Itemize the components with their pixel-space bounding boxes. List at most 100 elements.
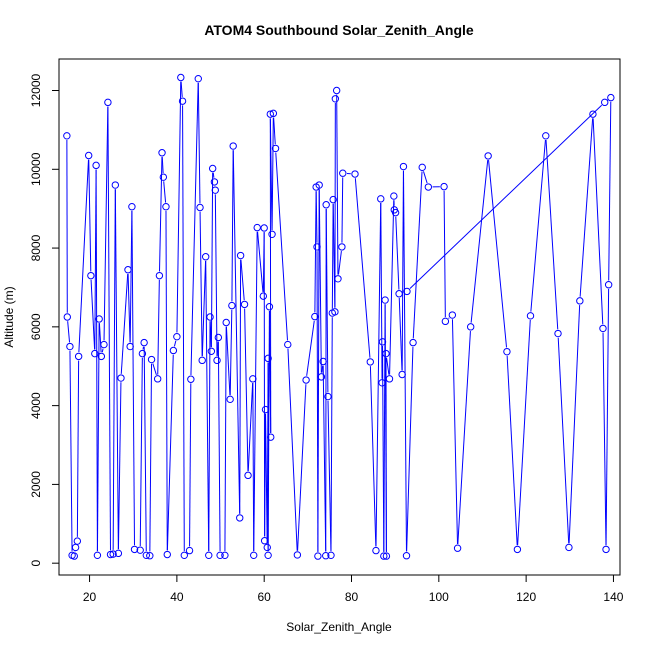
data-point bbox=[302, 376, 310, 384]
data-point bbox=[424, 183, 433, 191]
data-point bbox=[185, 546, 194, 555]
data-point bbox=[111, 181, 120, 189]
data-point bbox=[153, 375, 162, 383]
series-line-segment bbox=[88, 159, 92, 272]
data-point bbox=[136, 546, 144, 554]
series-line-segment bbox=[406, 346, 414, 552]
series-line-segment bbox=[129, 210, 133, 343]
series-line-segment bbox=[369, 366, 377, 547]
y-tick-label: 10000 bbox=[29, 152, 43, 186]
series-line-segment bbox=[423, 171, 428, 184]
series-line-segment bbox=[205, 260, 210, 552]
data-point bbox=[513, 545, 522, 554]
series-line-segment bbox=[253, 231, 258, 552]
data-point bbox=[240, 300, 249, 309]
data-point bbox=[211, 186, 219, 194]
series-line-segment bbox=[506, 355, 518, 546]
data-point bbox=[124, 266, 132, 274]
x-tick-label: 20 bbox=[83, 590, 97, 604]
data-point bbox=[380, 552, 388, 560]
series-line-segment bbox=[163, 181, 167, 203]
series-line-segment bbox=[579, 118, 594, 297]
data-point bbox=[210, 178, 219, 186]
data-point bbox=[381, 296, 389, 304]
series-line-segment bbox=[545, 139, 559, 330]
data-point bbox=[117, 374, 125, 382]
data-point bbox=[599, 324, 607, 333]
series-line-segment bbox=[451, 319, 458, 545]
series-line-segment bbox=[95, 169, 98, 552]
y-tick-label: 12000 bbox=[29, 74, 43, 108]
data-point bbox=[319, 357, 327, 366]
x-axis-label: Solar_Zenith_Angle bbox=[286, 620, 392, 634]
series-line-segment bbox=[90, 279, 96, 350]
series-points bbox=[63, 73, 615, 560]
series-line-segment bbox=[337, 250, 342, 275]
series-line-segment bbox=[273, 117, 276, 145]
data-point bbox=[284, 340, 292, 349]
data-point bbox=[264, 354, 272, 363]
data-point bbox=[503, 347, 511, 356]
data-point bbox=[332, 86, 341, 95]
data-point bbox=[173, 332, 181, 341]
series-line-segment bbox=[375, 203, 382, 547]
plot-area bbox=[63, 73, 615, 560]
data-point bbox=[263, 543, 271, 552]
data-point bbox=[155, 271, 164, 280]
data-point bbox=[261, 405, 270, 414]
series-line-segment bbox=[189, 383, 192, 547]
series-line-segment bbox=[271, 117, 274, 231]
data-point bbox=[207, 347, 216, 355]
data-point bbox=[114, 549, 123, 558]
data-point bbox=[228, 301, 236, 310]
data-point bbox=[253, 223, 261, 232]
data-point bbox=[213, 356, 221, 365]
series-line-segment bbox=[247, 383, 254, 472]
series-line-segment bbox=[314, 191, 317, 313]
data-point bbox=[187, 375, 195, 383]
y-tick-label: 0 bbox=[29, 560, 43, 567]
series-line-segment bbox=[330, 317, 333, 552]
series-line-segment bbox=[180, 81, 183, 97]
series-line-segment bbox=[448, 317, 450, 319]
series-line-segment bbox=[69, 350, 73, 552]
series-line-segment bbox=[557, 337, 570, 544]
series-line-segment bbox=[78, 159, 89, 353]
data-point bbox=[128, 203, 136, 211]
series-line-segment bbox=[608, 101, 612, 281]
data-point bbox=[250, 551, 258, 560]
data-point bbox=[329, 195, 337, 204]
series-line-segment bbox=[98, 323, 102, 353]
data-point bbox=[196, 203, 204, 212]
data-point bbox=[372, 546, 380, 555]
series-line-segment bbox=[443, 190, 446, 318]
data-point bbox=[322, 552, 330, 560]
series-line-segment bbox=[182, 105, 185, 552]
data-point bbox=[147, 355, 156, 364]
series-line-segment bbox=[380, 203, 383, 379]
x-axis: 20 40 60 80 100 120 140 bbox=[83, 575, 624, 604]
data-point bbox=[74, 352, 83, 361]
data-point bbox=[222, 318, 230, 327]
data-point bbox=[315, 181, 323, 189]
data-point bbox=[92, 161, 100, 170]
data-point bbox=[418, 163, 426, 172]
plot-frame bbox=[58, 58, 621, 576]
series-line-segment bbox=[321, 365, 324, 373]
series-line-segment bbox=[214, 194, 218, 357]
data-point bbox=[206, 313, 214, 321]
data-point bbox=[466, 323, 475, 331]
data-point bbox=[177, 73, 185, 82]
series-line-segment bbox=[149, 363, 153, 552]
series-line-segment bbox=[103, 106, 109, 341]
series-line-segment bbox=[217, 341, 221, 552]
data-point bbox=[104, 98, 112, 107]
data-point bbox=[604, 281, 613, 289]
y-tick-label: 2000 bbox=[29, 471, 43, 498]
data-point bbox=[293, 551, 302, 559]
series-line-segment bbox=[239, 259, 242, 514]
series-line-segment bbox=[120, 273, 129, 374]
data-point bbox=[313, 243, 321, 251]
series-line-segment bbox=[101, 348, 104, 353]
series-line-segment bbox=[231, 150, 234, 302]
